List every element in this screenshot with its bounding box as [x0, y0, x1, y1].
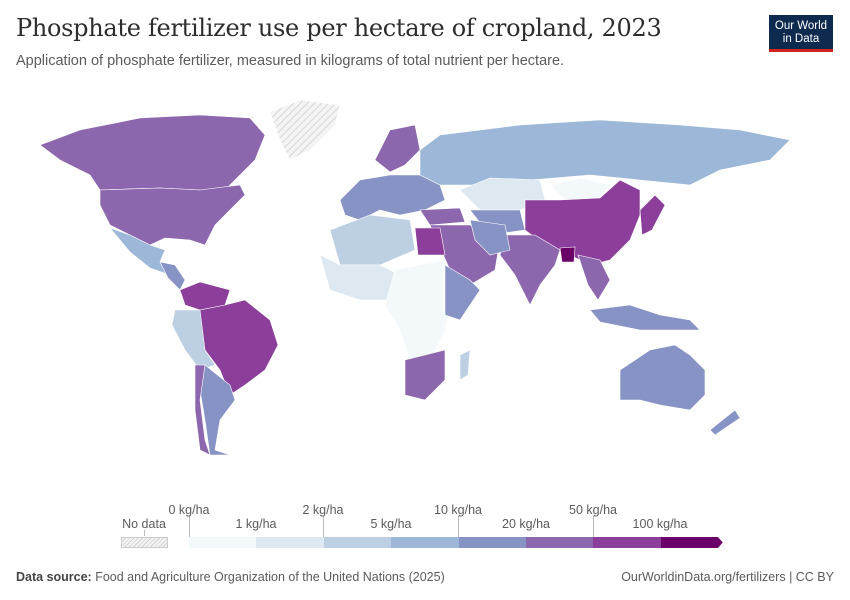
region-chile[interactable]	[194, 364, 211, 456]
region-europe[interactable]	[339, 174, 446, 221]
legend-tick-label: 0 kg/ha	[168, 503, 210, 517]
legend-tick-label: 20 kg/ha	[502, 517, 550, 531]
chart-title: Phosphate fertilizer use per hectare of …	[16, 14, 662, 42]
region-canada[interactable]	[39, 114, 266, 191]
region-japan-korea[interactable]	[639, 194, 666, 236]
chart-subtitle: Application of phosphate fertilizer, mea…	[16, 53, 565, 69]
region-southern-africa[interactable]	[404, 349, 446, 401]
legend-tick-label: 1 kg/ha	[235, 517, 277, 531]
legend-tick-label: 2 kg/ha	[302, 503, 344, 517]
region-argentina[interactable]	[199, 364, 236, 456]
region-australia[interactable]	[619, 344, 706, 411]
legend-bin[interactable]	[323, 537, 393, 548]
region-central-africa[interactable]	[384, 259, 456, 361]
legend-tick	[458, 516, 459, 548]
region-central-america[interactable]	[159, 261, 186, 291]
legend-tick-label: 100 kg/ha	[632, 517, 688, 531]
region-east-africa[interactable]	[444, 264, 481, 321]
region-india[interactable]	[499, 234, 561, 306]
legend-bin[interactable]	[391, 537, 460, 548]
region-new-zealand[interactable]	[709, 409, 741, 436]
legend-tick	[189, 516, 190, 548]
legend-bin[interactable]	[256, 537, 325, 548]
legend-tick	[593, 516, 594, 548]
region-usa[interactable]	[99, 184, 246, 246]
legend-no-data-label: No data	[122, 517, 166, 531]
logo-line-1: Our World	[774, 20, 828, 32]
legend-bin[interactable]	[526, 537, 595, 548]
source-text: Food and Agriculture Organization of the…	[95, 570, 445, 584]
region-greenland[interactable]	[269, 99, 341, 161]
region-russia[interactable]	[419, 119, 791, 186]
region-mongolia[interactable]	[549, 177, 611, 201]
legend-bin[interactable]	[189, 537, 258, 548]
legend-bin[interactable]	[458, 537, 527, 548]
region-madagascar[interactable]	[459, 349, 471, 381]
region-iran-pakistan[interactable]	[469, 219, 511, 256]
footer-link[interactable]: OurWorldinData.org/fertilizers | CC BY	[621, 570, 834, 584]
region-north-africa[interactable]	[329, 214, 416, 266]
legend-bin[interactable]	[660, 537, 723, 548]
legend-bin[interactable]	[593, 537, 662, 548]
legend-tick-label: 50 kg/ha	[569, 503, 617, 517]
legend-no-data-tick	[144, 530, 145, 536]
region-indonesia[interactable]	[589, 304, 701, 331]
region-scandinavia[interactable]	[374, 124, 421, 173]
region-bangladesh[interactable]	[559, 246, 576, 263]
source-label: Data source:	[16, 570, 92, 584]
region-se-asia[interactable]	[577, 254, 611, 301]
legend-tick-label: 10 kg/ha	[434, 503, 482, 517]
region-egypt[interactable]	[414, 227, 446, 256]
logo-line-2: in Data	[782, 33, 820, 45]
region-turkey[interactable]	[419, 207, 466, 226]
owid-logo[interactable]: Our World in Data	[769, 15, 833, 52]
legend-no-data-swatch[interactable]	[121, 537, 168, 548]
legend-tick	[323, 516, 324, 548]
legend-tick-label: 5 kg/ha	[370, 517, 412, 531]
data-source: Data source: Food and Agriculture Organi…	[16, 570, 445, 584]
world-map[interactable]	[0, 95, 850, 475]
